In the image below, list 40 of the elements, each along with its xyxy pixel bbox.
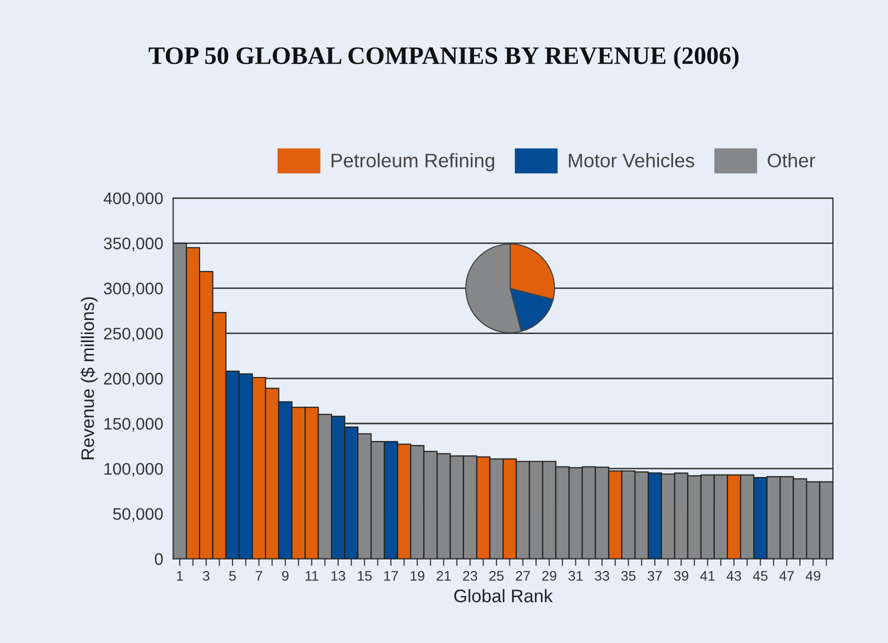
y-tick-label: 250,000 [104,328,163,342]
x-tick-label: 7 [256,571,262,581]
x-tick-label: 31 [568,570,583,581]
x-tick-label: 13 [331,570,346,581]
x-tick-label: 39 [674,570,688,581]
x-tick-label: 9 [282,570,289,581]
legend-label: Motor Vehicles [568,153,694,168]
x-tick-label: 5 [229,571,236,581]
chart-title: TOP 50 GLOBAL COMPANIES BY REVENUE (2006) [148,46,739,70]
x-tick-label: 27 [516,570,530,581]
x-tick-label: 15 [358,571,372,581]
x-tick-label: 45 [752,571,768,581]
x-tick-label: 33 [594,570,610,581]
y-tick-label: 200,000 [104,372,163,387]
x-tick-label: 21 [436,570,451,581]
y-axis-title: Revenue ($ millions) [80,297,98,460]
x-axis-title: Global Rank [454,589,553,602]
x-tick-label: 17 [384,571,398,581]
x-tick-label: 11 [306,571,318,581]
y-tick-label: 0 [154,553,163,565]
x-tick-label: 1 [176,571,183,581]
x-tick-label: 41 [700,571,715,581]
legend-label: Other [768,153,816,168]
y-tick-label: 100,000 [104,462,163,477]
x-tick-label: 35 [621,570,636,581]
x-tick-label: 37 [648,570,662,581]
y-tick-label: 300,000 [104,282,163,296]
legend-label: Petroleum Refining [332,153,494,172]
x-tick-label: 29 [542,570,556,581]
x-tick-label: 47 [779,571,794,581]
x-tick-label: 3 [202,570,210,581]
y-tick-label: 350,000 [104,238,163,252]
y-tick-label: 150,000 [104,418,163,432]
y-tick-label: 400,000 [104,192,163,206]
y-tick-label: 50,000 [113,508,163,522]
x-tick-label: 49 [806,570,820,581]
x-tick-label: 19 [410,570,424,581]
x-tick-label: 25 [489,570,504,581]
x-tick-label: 23 [463,570,478,581]
x-tick-label: 43 [726,570,742,581]
